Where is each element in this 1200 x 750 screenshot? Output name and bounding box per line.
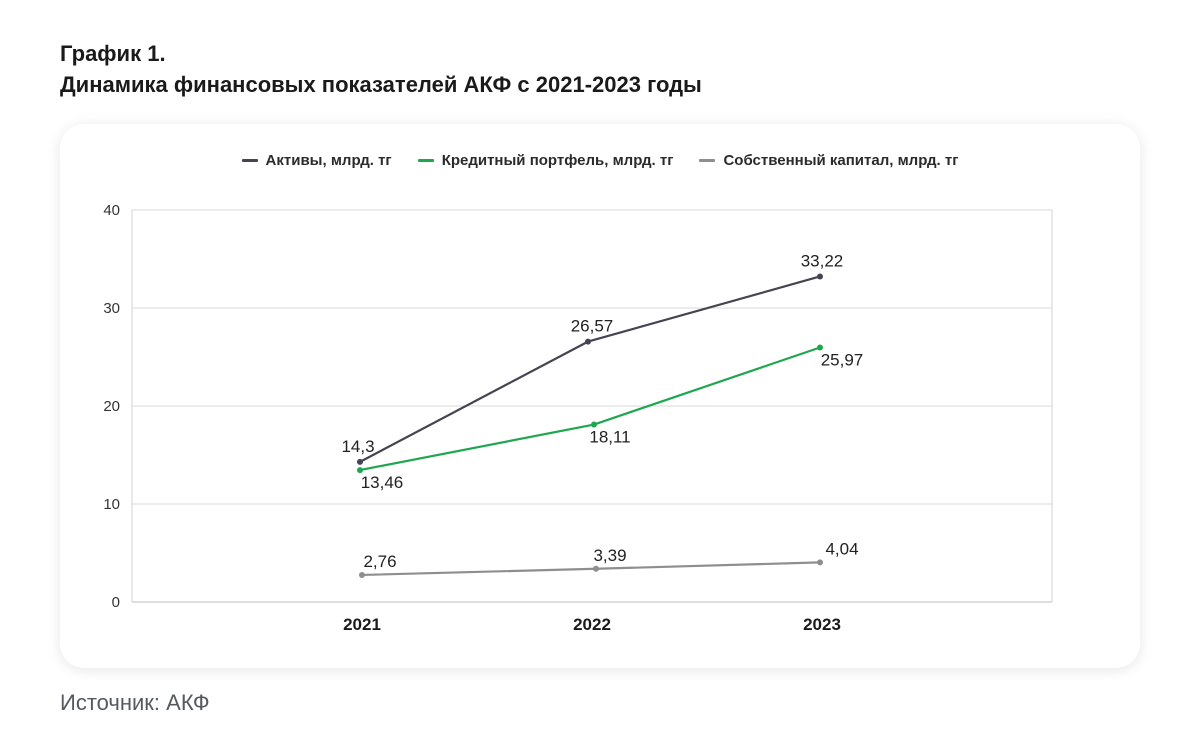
- legend-swatch-loan-portfolio: [417, 159, 434, 162]
- legend-label-assets: Активы, млрд. тг: [265, 152, 392, 169]
- data-point-assets-2022: [585, 338, 591, 345]
- y-tick-label-20: 20: [103, 398, 120, 415]
- legend-item-equity: Собственный капитал, млрд. тг: [699, 152, 958, 169]
- data-point-equity-2022: [593, 565, 599, 572]
- x-tick-label-2023: 2023: [803, 615, 841, 634]
- data-point-loan-portfolio-2023: [817, 344, 823, 351]
- x-tick-label-2022: 2022: [573, 615, 611, 634]
- legend-item-assets: Активы, млрд. тг: [241, 152, 392, 169]
- chart-legend: Активы, млрд. тг Кредитный портфель, млр…: [0, 152, 1200, 169]
- legend-label-loan-portfolio: Кредитный портфель, млрд. тг: [441, 152, 674, 169]
- data-point-equity-2023: [817, 559, 823, 566]
- chart-title: График 1. Динамика финансовых показателе…: [60, 38, 702, 100]
- data-label-assets-2023: 33,22: [801, 251, 844, 270]
- data-point-loan-portfolio-2022: [591, 421, 597, 428]
- y-tick-label-30: 30: [103, 300, 120, 317]
- source-note: Источник: АКФ: [60, 690, 210, 715]
- y-tick-label-0: 0: [112, 594, 120, 611]
- y-tick-label-40: 40: [103, 202, 120, 219]
- x-tick-label-2021: 2021: [343, 615, 381, 634]
- data-label-equity-2021: 2,76: [363, 552, 396, 571]
- data-label-equity-2023: 4,04: [825, 539, 858, 558]
- data-point-assets-2023: [817, 273, 823, 280]
- data-point-equity-2021: [359, 571, 365, 578]
- series-line-loan-portfolio: [359, 346, 821, 472]
- legend-label-equity: Собственный капитал, млрд. тг: [723, 152, 959, 169]
- data-label-loan-portfolio-2021: 13,46: [361, 473, 404, 492]
- data-label-equity-2022: 3,39: [593, 546, 626, 565]
- legend-swatch-equity: [699, 159, 716, 162]
- data-point-loan-portfolio-2021: [357, 467, 363, 474]
- data-label-loan-portfolio-2022: 18,11: [589, 428, 630, 447]
- title-line-2: Динамика финансовых показателей АКФ с 20…: [60, 72, 702, 97]
- data-label-assets-2022: 26,57: [571, 317, 614, 336]
- data-point-assets-2021: [357, 458, 363, 465]
- y-tick-label-10: 10: [103, 496, 120, 513]
- data-label-assets-2021: 14,3: [341, 437, 374, 456]
- chart-card: [60, 124, 1140, 668]
- series-line-equity: [361, 561, 821, 577]
- legend-item-loan-portfolio: Кредитный портфель, млрд. тг: [417, 152, 674, 169]
- title-line-1: График 1.: [60, 41, 166, 66]
- data-label-loan-portfolio-2023: 25,97: [821, 350, 864, 369]
- legend-swatch-assets: [241, 159, 258, 162]
